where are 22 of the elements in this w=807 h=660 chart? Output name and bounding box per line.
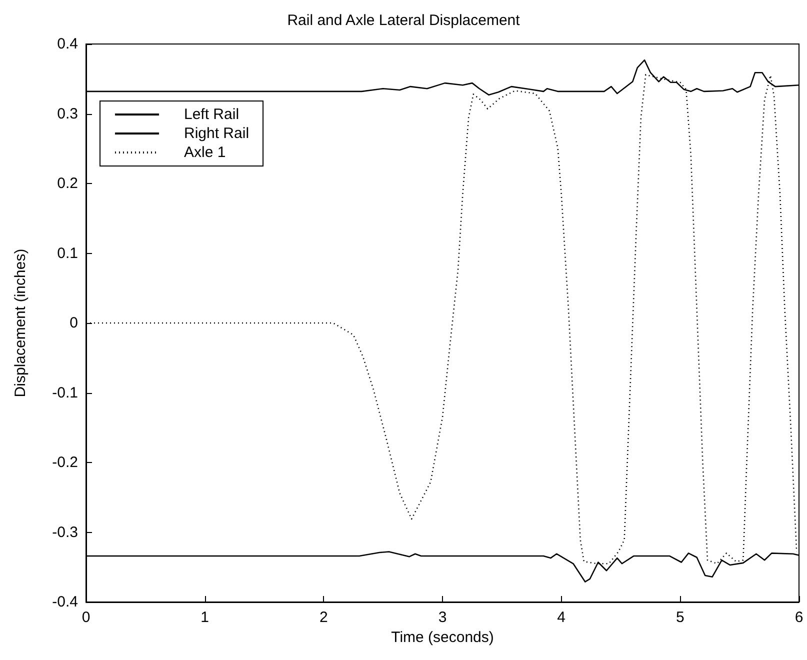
x-axis-title: Time (seconds): [391, 629, 494, 646]
chart-title: Rail and Axle Lateral Displacement: [287, 12, 521, 29]
x-tick-label: 4: [557, 609, 566, 626]
y-tick-label: -0.3: [52, 524, 78, 541]
y-tick-label: 0.1: [57, 244, 78, 262]
y-tick-label: 0.2: [57, 175, 78, 192]
y-axis-title: Displacement (inches): [12, 248, 29, 398]
legend-label: Axle 1: [184, 144, 226, 161]
y-tick-label: -0.2: [52, 454, 78, 471]
legend-label: Right Rail: [184, 125, 250, 142]
y-tick-label: 0.3: [57, 105, 78, 122]
x-tick-label: 6: [794, 609, 804, 626]
x-tick-label: 1: [200, 609, 210, 626]
y-tick-label: -0.1: [52, 384, 78, 402]
legend-label: Left Rail: [184, 106, 240, 123]
y-tick-label: -0.4: [52, 594, 78, 610]
x-tick-label: 2: [319, 609, 328, 626]
x-tick-label: 0: [82, 609, 90, 626]
y-tick-label: 0: [70, 314, 78, 332]
x-tick-label: 3: [438, 609, 447, 626]
y-tick-label: 0.4: [57, 36, 78, 52]
x-tick-label: 5: [676, 609, 684, 626]
